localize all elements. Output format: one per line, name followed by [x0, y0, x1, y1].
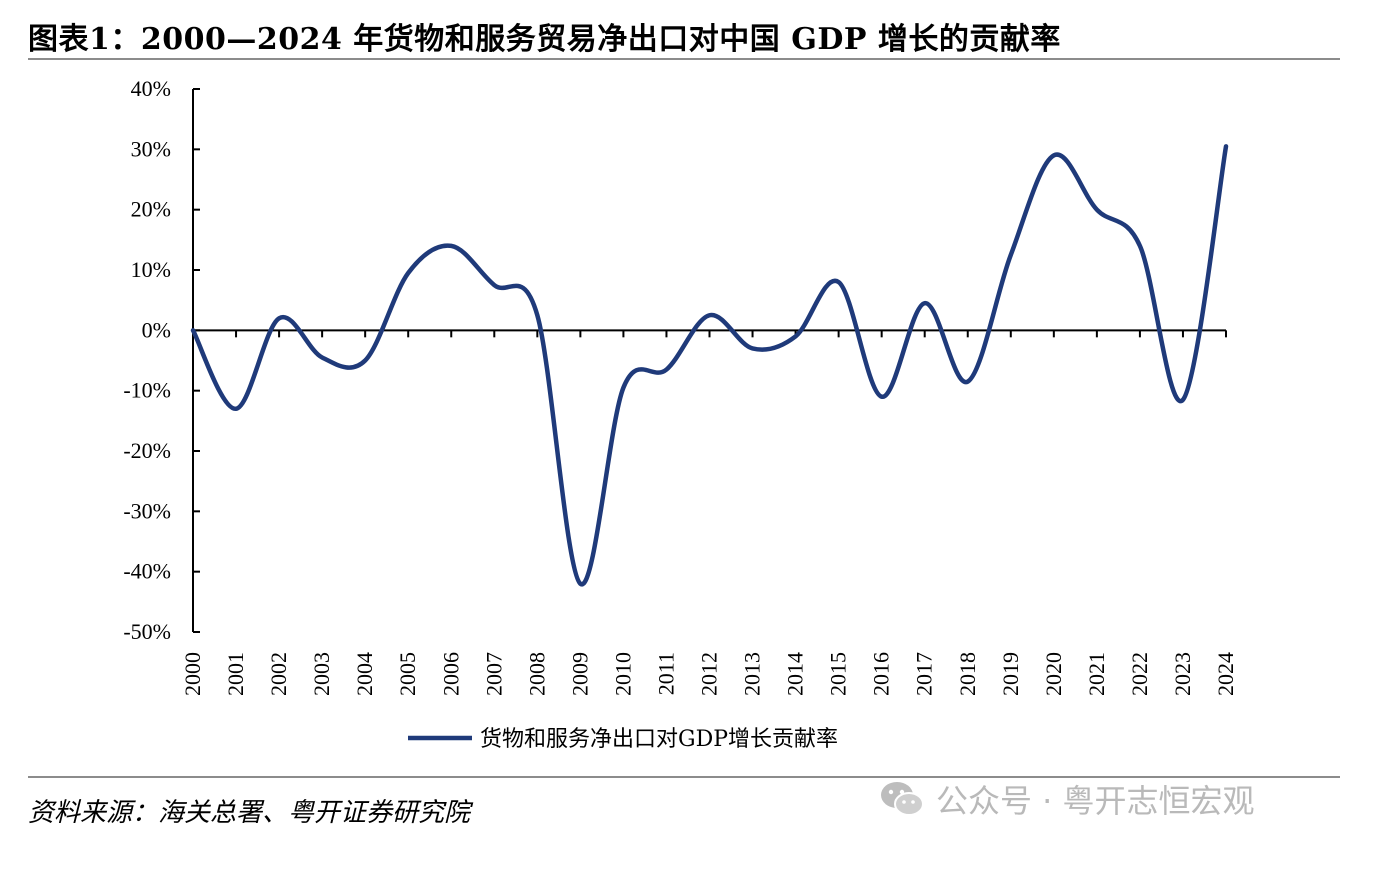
series-group [190, 144, 1229, 587]
x-tick-label: 2018 [955, 652, 980, 696]
y-tick-label: 10% [131, 257, 171, 282]
x-tick-label: 2015 [826, 652, 851, 696]
x-tick-label: 2003 [309, 652, 334, 696]
watermark: 公众号 · 粤开志恒宏观 [878, 776, 1255, 822]
watermark-text: 公众号 · 粤开志恒宏观 [936, 782, 1255, 820]
y-tick-label: -10% [123, 378, 171, 403]
x-tick-label: 2008 [524, 652, 549, 696]
x-tick-label: 2011 [653, 652, 678, 695]
source-note: 资料来源：海关总署、粤开证券研究院 [28, 798, 471, 828]
series-line [190, 144, 1229, 587]
bottom-rule [28, 776, 1340, 778]
x-tick-label: 2019 [998, 652, 1023, 696]
x-tick-label: 2009 [567, 652, 592, 696]
x-tick-label: 2000 [180, 652, 205, 696]
x-tick-label: 2014 [783, 652, 808, 696]
x-axis: 2000 2001 2002 2003 2004 2005 2006 2007 2008 2009… [180, 329, 1238, 696]
x-tick-label: 2001 [223, 652, 248, 696]
x-tick-label: 2010 [610, 652, 635, 696]
x-tick-label: 2006 [438, 652, 463, 696]
x-tick-label: 2004 [352, 652, 377, 696]
y-tick-label: 30% [131, 136, 171, 161]
x-tick-label: 2017 [912, 652, 937, 696]
y-tick-label: -40% [123, 559, 171, 584]
x-tick-label: 2024 [1213, 652, 1238, 696]
chart-title: 图表1：2000—2024 年货物和服务贸易净出口对中国 GDP 增长的贡献率 [28, 22, 1061, 57]
chart-area: 40%30%20%10%0%-10%-20%-30%-40%-50% 2000 2… [123, 76, 1238, 752]
y-tick-label: -30% [123, 498, 171, 523]
x-tick-label: 2022 [1127, 652, 1152, 696]
x-tick-label: 2020 [1041, 652, 1066, 696]
y-tick-label: 20% [131, 197, 171, 222]
y-tick-label: -20% [123, 438, 171, 463]
x-tick-label: 2013 [740, 652, 765, 696]
y-axis: 40% 30% 20% 10% 0% -10% -20% -30% -40% -50% [123, 76, 200, 644]
top-rule [28, 58, 1340, 60]
x-tick-label: 2016 [869, 652, 894, 696]
y-tick-label: 0% [142, 317, 171, 342]
x-tick-label: 2023 [1170, 652, 1195, 696]
legend-label: 货物和服务净出口对GDP增长贡献率 [480, 727, 838, 752]
y-tick-label: -50% [123, 619, 171, 644]
wechat-icon [881, 782, 924, 816]
y-tick-label: 40% [131, 76, 171, 101]
x-tick-label: 2002 [266, 652, 291, 696]
x-tick-label: 2007 [481, 652, 506, 696]
x-tick-label: 2012 [697, 652, 722, 696]
x-tick-label: 2021 [1084, 652, 1109, 696]
x-tick-label: 2005 [395, 652, 420, 696]
legend: 货物和服务净出口对GDP增长贡献率 [408, 727, 838, 752]
